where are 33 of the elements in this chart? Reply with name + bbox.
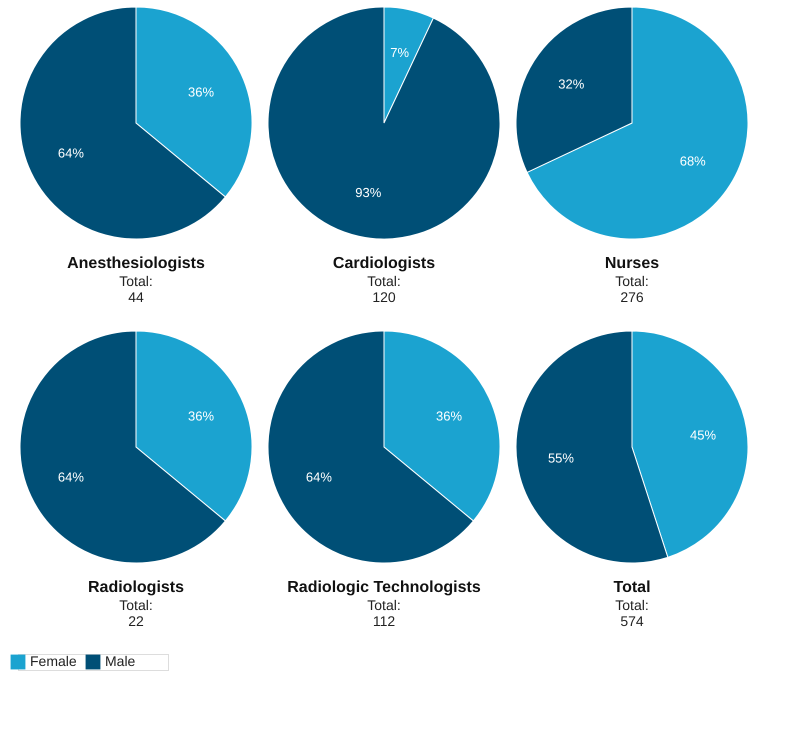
- text: 22: [128, 613, 144, 629]
- text: Radiologic Technologists: [287, 579, 481, 596]
- data-label: 36%: [188, 84, 215, 100]
- data-label: 64%: [58, 146, 84, 161]
- text: Anesthesiologists: [67, 255, 205, 272]
- text: 120: [372, 289, 396, 305]
- text: Total:: [119, 273, 153, 289]
- text: Total: [613, 579, 651, 596]
- text: Total:: [367, 597, 401, 613]
- pie-slice: [268, 6, 500, 240]
- legend-label: Female: [30, 653, 77, 669]
- text: Total:: [615, 597, 649, 613]
- text: 44: [128, 289, 144, 305]
- text: Nurses: [604, 255, 660, 272]
- legend-label: Male: [105, 653, 136, 669]
- text: Total:: [119, 597, 153, 613]
- data-label: 7%: [390, 44, 410, 60]
- data-label: 36%: [188, 408, 215, 424]
- text: 112: [372, 613, 396, 629]
- data-label: 55%: [548, 450, 574, 466]
- data-label: 64%: [58, 470, 84, 485]
- text: Total:: [615, 273, 649, 289]
- text: Radiologists: [88, 579, 184, 596]
- text: 574: [620, 613, 644, 629]
- text: Cardiologists: [332, 255, 436, 272]
- text: 276: [620, 289, 644, 305]
- data-label: 93%: [355, 185, 382, 200]
- text: Total:: [367, 273, 401, 289]
- data-label: 36%: [436, 408, 463, 424]
- data-label: 45%: [690, 428, 716, 443]
- data-label: 64%: [306, 470, 332, 485]
- data-label: 32%: [558, 76, 585, 92]
- data-label: 68%: [680, 154, 706, 169]
